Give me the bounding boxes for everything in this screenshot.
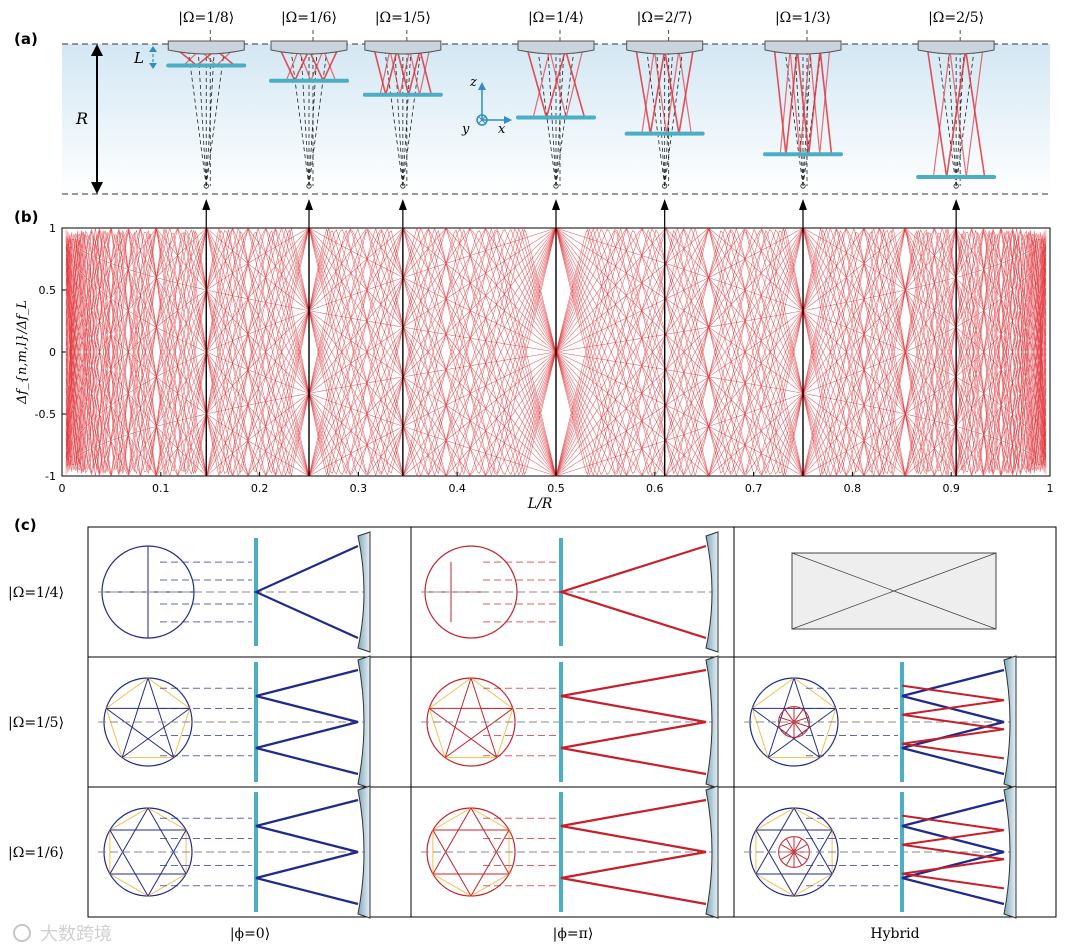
curved-mirror-0 [167, 40, 245, 55]
watermark-logo-icon [13, 924, 31, 942]
y-axis-label: y [461, 122, 470, 137]
R-arrow-head-down [91, 182, 103, 194]
cavity-1 [269, 30, 349, 189]
cavity-5 [763, 30, 843, 189]
row-label-1-4: |Ω=1/4⟩ [8, 585, 64, 601]
x-tick-label-4: 0.4 [448, 482, 466, 495]
mode-cells [98, 531, 1017, 919]
y-axis-title: Δf_{n,m,l}/Δf_L [15, 300, 30, 405]
R-arrow-head-up [91, 44, 103, 56]
y-tick-label-0: 1 [49, 222, 56, 235]
row-label-1-5: |Ω=1/5⟩ [8, 715, 64, 731]
cavity-diagrams [166, 30, 997, 189]
x-tick-label-8: 0.8 [844, 482, 862, 495]
x-tick-label-1: 0.1 [152, 482, 170, 495]
curved-mirror-2 [364, 40, 442, 55]
state-labels: |Ω=1/8⟩ |Ω=1/6⟩ |Ω=1/5⟩ |Ω=1/4⟩ |Ω=2/7⟩ |Ω=1/… [178, 10, 984, 26]
cavity-2 [362, 30, 443, 189]
beam-3 [526, 47, 586, 121]
x-tick-label-6: 0.6 [646, 482, 664, 495]
degeneracy-arrow-head-2 [398, 199, 407, 210]
cavity-0 [166, 30, 247, 189]
curved-mirror-1 [270, 40, 348, 55]
R-label: R [75, 109, 88, 128]
watermark-text: 大数跨境 [40, 924, 112, 945]
x-tick-label-10: 1 [1047, 482, 1054, 495]
beam-5 [773, 49, 833, 155]
cell-r1-c0 [98, 655, 371, 789]
row-label-1-6: |Ω=1/6⟩ [8, 845, 64, 861]
state-label-4: |Ω=2/7⟩ [637, 10, 693, 26]
panel-a-label: (a) [14, 30, 38, 48]
cell-r1-c1 [421, 655, 719, 789]
state-label-5: |Ω=1/3⟩ [775, 10, 831, 26]
degeneracy-arrow-head-4 [660, 199, 669, 210]
L-label: L [133, 49, 144, 67]
y-tick-label-2: 0 [49, 346, 56, 359]
degeneracy-arrow-head-1 [305, 199, 313, 210]
curved-mirror-5 [764, 40, 842, 55]
y-tick-label-4: -1 [45, 470, 56, 483]
y-tick-label-1: 0.5 [39, 284, 57, 297]
state-label-2: |Ω=1/5⟩ [375, 10, 431, 26]
cell-r0-c2 [791, 552, 997, 630]
state-label-6: |Ω=2/5⟩ [928, 10, 984, 26]
degeneracy-arrow-head-6 [952, 199, 961, 210]
beam-2 [373, 49, 433, 95]
beam-6 [926, 49, 986, 178]
x-axis-title: L/R [527, 496, 553, 512]
col-label-phipi: |ϕ=π⟩ [553, 926, 594, 942]
x-tick-label-7: 0.7 [745, 482, 763, 495]
cell-r2-c1 [421, 785, 719, 919]
degeneracy-lines [202, 199, 961, 476]
state-label-1: |Ω=1/6⟩ [281, 10, 337, 26]
x-tick-label-2: 0.2 [251, 482, 269, 495]
cell-r0-c1 [421, 531, 719, 653]
y-tick-label-3: -0.5 [35, 408, 56, 421]
x-tick-label-0: 0 [59, 482, 66, 495]
x-tick-label-5: 0.5 [547, 482, 565, 495]
axis-ticks: 0 0.1 0.2 0.3 0.4 0.5 0.6 0.7 0.8 0.9 1 1 0.5 0 -0.5 -1 [35, 222, 1054, 495]
watermark: 大数跨境 [13, 924, 112, 945]
x-axis-label: x [498, 122, 506, 137]
curved-mirror-3 [517, 40, 595, 55]
col-label-phi0: |ϕ=0⟩ [230, 926, 270, 942]
cavity-3 [516, 30, 596, 189]
curved-mirror-4 [626, 40, 704, 55]
panel-c-label: (c) [14, 516, 37, 534]
degeneracy-arrow-head-5 [799, 199, 807, 210]
curved-mirror-6 [917, 40, 995, 55]
state-label-0: |Ω=1/8⟩ [178, 10, 234, 26]
cell-r1-c2 [744, 655, 1017, 789]
panel-b-label: (b) [14, 208, 38, 226]
state-label-3: |Ω=1/4⟩ [528, 10, 584, 26]
grid-frame [87, 526, 1057, 918]
col-label-hybrid: Hybrid [870, 926, 919, 942]
cell-r0-c0 [98, 531, 371, 653]
degeneracy-arrow-head-0 [202, 199, 211, 210]
z-axis-label: z [469, 75, 477, 90]
cell-r2-c0 [98, 785, 371, 919]
cell-r2-c2 [744, 785, 1017, 919]
degeneracy-arrow-head-3 [552, 199, 560, 210]
x-tick-label-3: 0.3 [350, 482, 368, 495]
cavity-6 [916, 30, 997, 189]
coordinate-axes: z y x [461, 75, 512, 137]
cavity-4 [624, 30, 705, 189]
x-tick-label-9: 0.9 [942, 482, 960, 495]
